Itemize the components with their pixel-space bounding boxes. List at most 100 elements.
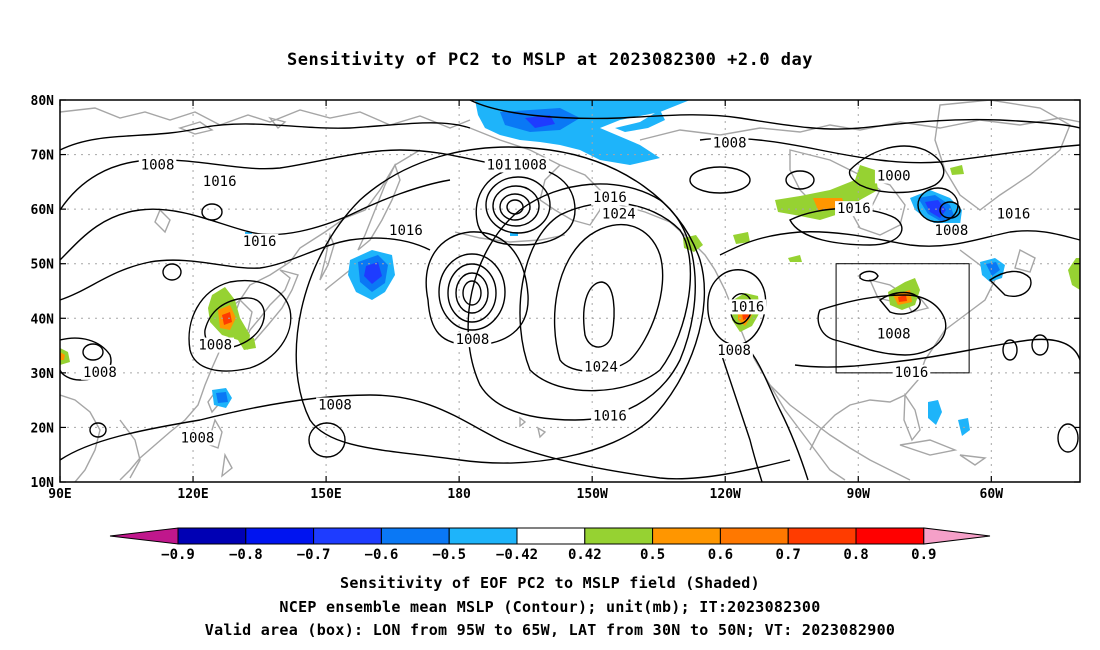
colorbar-swatch <box>516 527 586 545</box>
colorbar-label: −0.9 <box>161 547 195 563</box>
colorbar-label: −0.7 <box>297 547 331 563</box>
graticule <box>60 100 1080 482</box>
lon-tick-label: 120W <box>710 487 741 502</box>
contour-label: 1000 <box>877 168 911 184</box>
contour-label-bg <box>178 430 217 446</box>
contour-label: 1008 <box>83 365 117 381</box>
contour-label: 1008 <box>318 398 352 414</box>
contour-label: 1008 <box>717 343 751 359</box>
contour-label: 1016 <box>837 201 871 217</box>
contour-label: 1016 <box>389 223 423 239</box>
contour-label-bg <box>892 364 931 380</box>
colorbar: −0.9 −0.8 −0.7 −0.6 −0.5 −0.42 0.42 0.5 0.6 0.7 0.… <box>109 527 991 563</box>
mslp-contours <box>60 100 1080 482</box>
contour-label-bg <box>591 190 629 206</box>
lat-tick-label: 50N <box>31 258 55 273</box>
lat-tick-label: 60N <box>31 203 55 218</box>
contour-label-bg <box>138 157 177 173</box>
lat-tick-label: 80N <box>31 94 55 109</box>
colorbar-label: −0.5 <box>432 547 466 563</box>
lon-tick-label: 90E <box>48 487 71 502</box>
contour-label: 1016 <box>593 409 627 425</box>
lon-tick-label: 120E <box>177 487 208 502</box>
contour-label: 1016 <box>997 207 1031 223</box>
map-title: Sensitivity of PC2 to MSLP at 2023082300… <box>286 50 813 70</box>
contour-label-bg <box>316 397 354 413</box>
contour-label-bg <box>835 201 873 217</box>
colorbar-label: −0.6 <box>365 547 399 563</box>
colorbar-label: 0.8 <box>843 547 868 563</box>
contour-label-bg <box>874 168 913 184</box>
lat-tick-label: 70N <box>31 149 55 164</box>
colorbar-swatch <box>787 527 857 545</box>
colorbar-swatch <box>584 527 654 545</box>
lon-tick-label: 90W <box>847 487 871 502</box>
lat-tick-label: 40N <box>31 312 55 327</box>
contour-label-bg <box>240 233 279 249</box>
contour-label-bg <box>599 206 638 222</box>
colorbar-label: −0.8 <box>229 547 263 563</box>
contour-label-bg <box>81 364 119 380</box>
footer-line-3: Valid area (box): LON from 95W to 65W, L… <box>204 621 896 639</box>
contour-label-bg <box>582 359 620 375</box>
colorbar-swatch <box>245 527 315 545</box>
contour-label: 1016 <box>895 365 929 381</box>
colorbar-label: −0.42 <box>496 547 538 563</box>
colorbar-label: 0.42 <box>568 547 602 563</box>
contour-label-bg <box>715 343 753 359</box>
map-frame <box>59 99 1081 483</box>
coastlines <box>60 100 1080 482</box>
colorbar-triangle-low <box>109 527 179 545</box>
lon-tick-label: 60W <box>980 487 1004 502</box>
contour-label: 1016 <box>203 174 237 190</box>
contour-label: 1016 <box>731 299 765 315</box>
contour-label-bg <box>453 332 492 348</box>
footer-line-2: NCEP ensemble mean MSLP (Contour); unit(… <box>279 598 821 616</box>
colorbar-label: 0.6 <box>708 547 733 563</box>
colorbar-swatch <box>313 527 382 545</box>
contour-label: 1008 <box>513 157 547 173</box>
contour-label: 1008 <box>877 327 911 343</box>
contour-label: 1024 <box>584 359 618 375</box>
contour-label-bg <box>196 337 235 353</box>
contour-label: 1008 <box>141 157 175 173</box>
contour-label: 1024 <box>602 207 636 223</box>
contour-label: 1008 <box>935 223 969 239</box>
colorbar-swatch <box>448 527 518 545</box>
lat-tick-label: 20N <box>31 421 55 436</box>
lon-tick-label: 150W <box>577 487 608 502</box>
map-axes: 90E 120E 150E 180 150W 120W 90W 60W 80N 70N 60N 50N… <box>31 94 1080 502</box>
colorbar-swatch <box>380 527 450 545</box>
contour-label-bg <box>994 206 1033 222</box>
colorbar-triangle-high <box>923 527 991 545</box>
contour-label: 1016 <box>593 190 627 206</box>
colorbar-swatch <box>652 527 721 545</box>
contour-label: 1008 <box>713 136 747 152</box>
contour-label-bg <box>387 222 425 238</box>
contour-label: 1008 <box>456 332 490 348</box>
contour-label-bg <box>710 135 749 151</box>
contour-label-bg <box>728 299 767 315</box>
lat-tick-label: 10N <box>31 476 55 491</box>
contour-label-bg <box>511 157 549 173</box>
lon-tick-label: 180 <box>447 487 471 502</box>
colorbar-swatch <box>719 527 789 545</box>
colorbar-label: 0.5 <box>640 547 665 563</box>
contour-label-bg <box>874 326 913 342</box>
colorbar-label: 0.7 <box>776 547 801 563</box>
contour-label-bg <box>932 222 971 238</box>
contour-label: 1008 <box>181 430 215 446</box>
contour-label: 1016 <box>243 234 277 250</box>
contour-label-bg <box>200 173 239 189</box>
contour-label: 1008 <box>198 338 232 354</box>
lon-tick-label: 150E <box>310 487 341 502</box>
contour-label-bg <box>591 408 629 424</box>
colorbar-label: 0.9 <box>911 547 936 563</box>
colorbar-swatch <box>177 527 247 545</box>
sensitivity-shading <box>60 100 1080 436</box>
colorbar-swatch <box>855 527 925 545</box>
contour-labels: 1008101610161016101610081016102410081000… <box>81 135 1033 446</box>
lat-tick-label: 30N <box>31 367 55 382</box>
footer-line-1: Sensitivity of EOF PC2 to MSLP field (Sh… <box>340 574 760 592</box>
